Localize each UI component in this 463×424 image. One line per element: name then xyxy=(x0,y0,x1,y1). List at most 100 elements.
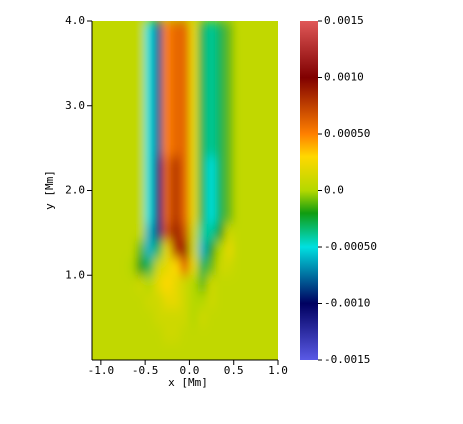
cell xyxy=(206,37,217,56)
cell xyxy=(92,308,102,327)
cell xyxy=(100,105,111,123)
colorbar-tick-label: 0.0010 xyxy=(324,71,364,84)
cell xyxy=(180,21,190,39)
cell xyxy=(144,207,155,225)
cell xyxy=(171,173,181,191)
cell xyxy=(92,190,102,208)
cell xyxy=(268,190,278,208)
cell xyxy=(109,105,119,123)
cell xyxy=(189,291,199,310)
cell xyxy=(127,88,137,107)
cell xyxy=(118,139,128,157)
cell xyxy=(127,122,137,140)
cell xyxy=(206,173,217,191)
cell xyxy=(127,258,137,276)
cell xyxy=(233,224,243,242)
cell xyxy=(162,173,173,191)
cell xyxy=(233,173,243,191)
cell xyxy=(144,54,155,73)
cell xyxy=(180,224,190,242)
cell xyxy=(135,325,146,344)
cell xyxy=(251,21,261,39)
cell xyxy=(215,308,226,327)
cell xyxy=(144,105,155,123)
cell xyxy=(135,156,146,174)
cell xyxy=(233,21,243,39)
cell xyxy=(162,139,173,157)
cell xyxy=(127,241,137,259)
cell xyxy=(189,274,199,293)
cell xyxy=(224,258,235,276)
cell xyxy=(215,54,226,73)
cell xyxy=(162,190,173,208)
cell xyxy=(268,173,278,191)
cell xyxy=(180,139,190,157)
cell xyxy=(109,156,119,174)
cell xyxy=(109,54,119,73)
colorbar-tick-label: -0.00050 xyxy=(324,240,377,253)
cell xyxy=(224,105,235,123)
cell xyxy=(92,21,102,39)
cell xyxy=(189,308,199,327)
cell xyxy=(100,224,111,242)
cell xyxy=(233,54,243,73)
cells xyxy=(92,21,278,360)
cell xyxy=(206,258,217,276)
cell xyxy=(197,308,208,327)
cell xyxy=(144,224,155,242)
cell xyxy=(162,224,173,242)
cell xyxy=(259,156,270,174)
cell xyxy=(118,274,128,293)
cell xyxy=(144,325,155,344)
cell xyxy=(171,54,181,73)
cell xyxy=(127,224,137,242)
cell xyxy=(233,325,243,344)
y-tick-label: 1.0 xyxy=(65,268,85,281)
cell xyxy=(197,21,208,39)
cell xyxy=(215,173,226,191)
cell xyxy=(259,241,270,259)
cell xyxy=(153,207,164,225)
cell xyxy=(259,258,270,276)
cell xyxy=(118,207,128,225)
cell xyxy=(162,37,173,56)
cell xyxy=(251,139,261,157)
cell xyxy=(127,308,137,327)
cell xyxy=(206,207,217,225)
cell xyxy=(189,37,199,56)
cell xyxy=(100,21,111,39)
cell xyxy=(206,54,217,73)
cell xyxy=(251,258,261,276)
cell xyxy=(233,156,243,174)
cell xyxy=(92,139,102,157)
cell xyxy=(215,258,226,276)
cell xyxy=(153,241,164,259)
cell xyxy=(215,88,226,107)
cell xyxy=(259,308,270,327)
cell xyxy=(242,173,252,191)
cell xyxy=(259,173,270,191)
cell xyxy=(92,274,102,293)
cell xyxy=(224,54,235,73)
cell xyxy=(233,139,243,157)
cell xyxy=(215,156,226,174)
cell xyxy=(215,190,226,208)
cell xyxy=(153,156,164,174)
cell xyxy=(171,88,181,107)
cell xyxy=(109,258,119,276)
cell xyxy=(251,342,261,360)
cell xyxy=(118,342,128,360)
cell xyxy=(171,156,181,174)
y-axis-label: y [Mm] xyxy=(43,170,56,210)
cell xyxy=(162,274,173,293)
cell xyxy=(118,122,128,140)
cell xyxy=(171,325,181,344)
colorbar xyxy=(300,21,318,360)
cell xyxy=(259,105,270,123)
cell xyxy=(162,71,173,90)
cell xyxy=(135,291,146,310)
cell xyxy=(135,173,146,191)
cell xyxy=(127,21,137,39)
cell xyxy=(251,173,261,191)
